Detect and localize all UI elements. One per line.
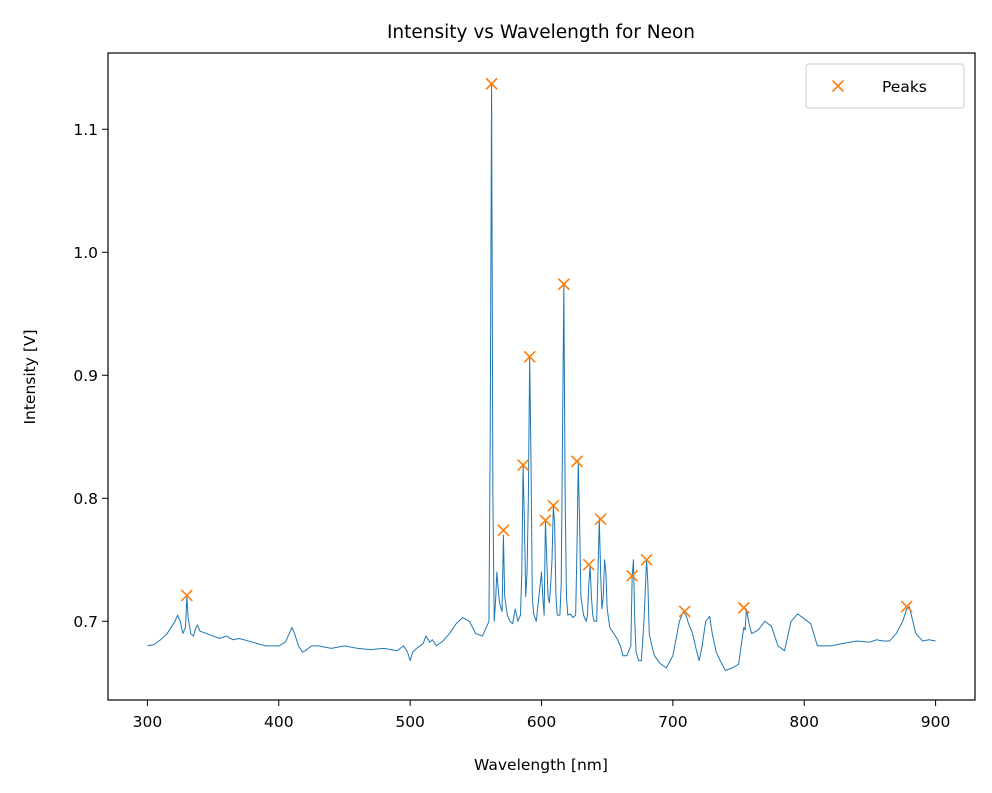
x-tick-label: 500 <box>395 713 425 731</box>
peak-marker <box>900 600 913 613</box>
x-tick-label: 400 <box>264 713 294 731</box>
peak-marker <box>539 514 552 527</box>
x-tick-label: 900 <box>921 713 951 731</box>
peak-marker <box>737 601 750 614</box>
y-tick-label: 0.7 <box>73 613 98 631</box>
x-axis-label: Wavelength [nm] <box>474 756 608 774</box>
peak-marker <box>640 553 653 566</box>
x-tick-label: 700 <box>658 713 688 731</box>
peak-marker <box>626 569 639 582</box>
legend-label-peaks: Peaks <box>882 78 927 96</box>
x-tick-label: 300 <box>133 713 163 731</box>
peak-marker <box>594 513 607 526</box>
peak-marker <box>523 350 536 363</box>
x-tick-label: 800 <box>789 713 819 731</box>
y-tick-label: 0.9 <box>73 367 98 385</box>
x-axis: 300 400 500 600 700 800 900 <box>133 700 951 731</box>
peak-marker <box>547 499 560 512</box>
legend-box <box>805 63 965 109</box>
y-tick-label: 1.0 <box>73 244 98 262</box>
y-axis-label: Intensity [V] <box>21 329 39 424</box>
y-tick-label: 0.8 <box>73 490 98 508</box>
spectrum-line <box>147 83 936 671</box>
legend-marker-x <box>831 79 845 93</box>
y-axis: 0.7 0.8 0.9 1.0 1.1 <box>73 121 108 631</box>
peak-marker <box>517 458 530 472</box>
peak-marker <box>497 524 510 537</box>
x-tick-label: 600 <box>527 713 557 731</box>
peak-marker <box>557 278 570 291</box>
peak-marker <box>485 77 498 90</box>
legend: Peaks <box>805 63 965 109</box>
peak-marker <box>570 455 584 468</box>
chart-title: Intensity vs Wavelength for Neon <box>387 22 695 43</box>
peak-marker <box>180 589 193 602</box>
peak-marker <box>678 605 691 618</box>
y-tick-label: 1.1 <box>73 121 98 139</box>
peak-marker <box>582 558 595 571</box>
plot-area <box>147 77 936 671</box>
